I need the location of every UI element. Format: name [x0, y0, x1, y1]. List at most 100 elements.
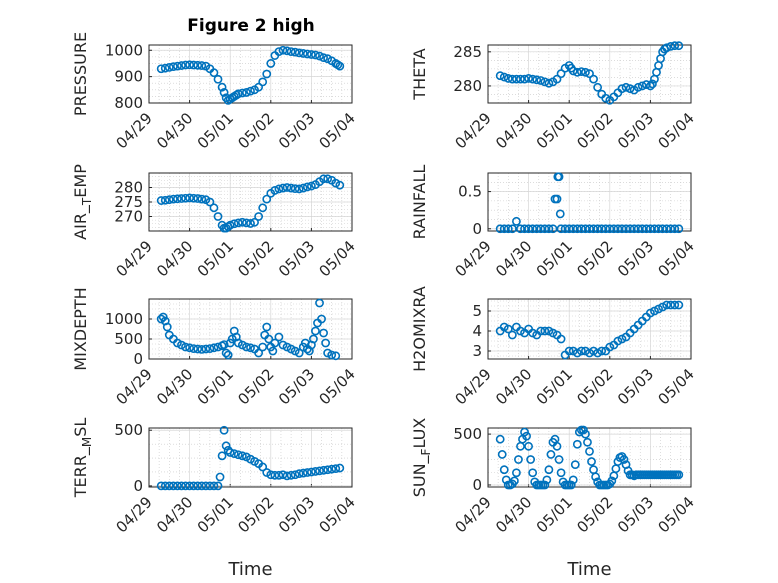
data-point — [290, 184, 300, 194]
data-point — [512, 468, 521, 478]
data-point — [556, 468, 566, 478]
data-point — [585, 446, 594, 456]
data-point — [254, 348, 264, 358]
data-point — [156, 481, 166, 491]
data-point — [162, 322, 172, 332]
data-point — [646, 81, 655, 91]
data-point — [542, 475, 552, 485]
data-point — [181, 60, 190, 70]
data-point — [215, 472, 225, 482]
y-tick-label: 280 — [114, 179, 143, 197]
y-axis-label: MIXDEPTH — [71, 287, 90, 370]
data-point — [181, 481, 190, 491]
data-point — [540, 480, 550, 490]
data-point — [585, 224, 594, 234]
data-point — [524, 224, 533, 234]
data-point — [607, 476, 617, 486]
data-point — [168, 481, 178, 491]
y-axis-label: PRESSURE — [71, 32, 90, 116]
data-point — [315, 51, 324, 61]
data-point — [540, 77, 550, 87]
axes-frame — [487, 44, 692, 104]
data-point — [278, 470, 288, 480]
data-point — [264, 334, 274, 344]
data-point — [581, 67, 590, 77]
data-point — [564, 224, 574, 234]
data-point — [311, 326, 320, 336]
data-point — [306, 181, 316, 191]
data-point — [625, 84, 635, 94]
data-point — [319, 53, 328, 63]
data-point — [589, 74, 598, 84]
data-point — [282, 183, 292, 192]
data-point — [597, 224, 607, 234]
panel-terr_msl: 04/2904/3005/0105/0205/0305/040500TERR_M… — [71, 418, 359, 580]
y-tick-label: 3 — [472, 342, 482, 360]
data-point — [619, 455, 629, 464]
data-point — [576, 346, 586, 356]
data-point — [554, 172, 564, 182]
data-point — [544, 465, 554, 475]
data-point — [572, 224, 582, 234]
data-point — [641, 80, 651, 89]
data-point — [555, 209, 565, 219]
y-tick-label: 280 — [453, 77, 482, 95]
data-point — [546, 450, 556, 459]
data-point — [512, 74, 521, 84]
data-point — [258, 462, 268, 472]
data-point — [327, 350, 337, 360]
data-point — [503, 74, 513, 83]
data-point — [662, 300, 672, 310]
data-point — [302, 182, 312, 192]
data-point — [205, 481, 215, 491]
data-point — [270, 185, 280, 195]
data-point — [548, 224, 558, 234]
data-point — [306, 50, 316, 59]
data-point — [309, 334, 318, 344]
data-point — [507, 330, 517, 340]
data-point — [197, 194, 207, 204]
data-point — [246, 219, 255, 228]
data-point — [617, 224, 627, 234]
y-tick-label: 275 — [114, 193, 143, 211]
data-point — [219, 88, 229, 97]
data-point — [617, 84, 627, 94]
y-tick-label: 0 — [133, 350, 143, 368]
data-point — [298, 49, 308, 58]
data-point — [201, 481, 211, 491]
y-axis-label: THETA — [410, 48, 429, 100]
y-tick-label: 1000 — [105, 41, 143, 59]
axes-frame — [487, 298, 692, 360]
data-point — [246, 343, 255, 353]
data-point — [323, 174, 333, 184]
data-point — [173, 481, 182, 491]
y-tick-label: 500 — [114, 330, 143, 348]
y-tick-label: 5 — [472, 302, 482, 320]
data-point — [242, 342, 251, 352]
data-point — [189, 193, 199, 203]
data-point — [315, 466, 324, 476]
data-point — [516, 224, 525, 234]
data-point — [321, 338, 331, 348]
data-point — [568, 224, 578, 234]
data-point — [233, 450, 243, 460]
data-point — [587, 457, 596, 466]
data-point — [670, 224, 680, 234]
data-point — [589, 224, 598, 234]
data-point — [177, 194, 186, 203]
data-point — [564, 346, 574, 356]
data-point — [286, 183, 296, 193]
data-point — [552, 194, 562, 204]
data-point — [246, 86, 255, 96]
data-point — [540, 326, 550, 336]
data-point — [209, 203, 219, 213]
data-point — [560, 224, 570, 234]
data-point — [605, 224, 615, 234]
data-point — [528, 74, 538, 84]
data-point — [311, 50, 320, 60]
y-tick-label: 0 — [472, 220, 482, 238]
data-point — [250, 217, 259, 227]
data-point — [583, 437, 592, 447]
data-point — [581, 224, 590, 234]
